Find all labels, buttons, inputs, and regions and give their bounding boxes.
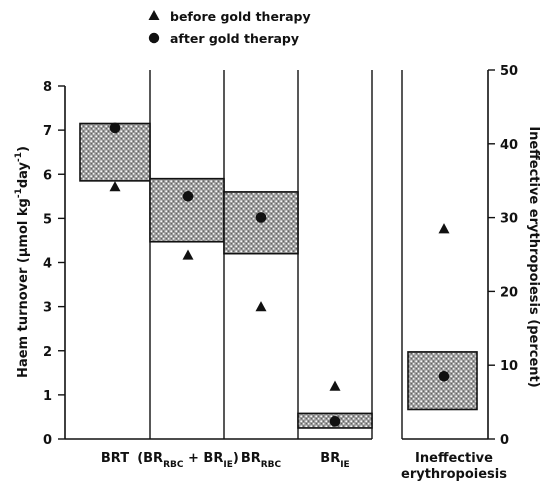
before-therapy-marker: [255, 301, 267, 312]
range-box-2: [149, 177, 225, 243]
right-axis-ticks: 0 10 20 30 40 50: [488, 64, 518, 448]
after-therapy-marker: [329, 416, 341, 427]
right-tick-label: 40: [500, 138, 518, 153]
category-label: BRIE: [320, 451, 349, 470]
right-axis-title: Ineffective erythropoiesis (percent): [526, 126, 541, 387]
category-label: BRRBC: [241, 451, 282, 470]
right-panel: [401, 70, 489, 440]
legend: before gold therapy after gold therapy: [148, 9, 311, 46]
left-tick-label: 0: [43, 433, 52, 448]
legend-after-label: after gold therapy: [170, 31, 299, 46]
right-tick-label: 20: [500, 285, 518, 300]
category-labels: BRT (BRRBC + BRIE) BRRBC BRIE Ineffectiveery…: [101, 451, 507, 482]
category-label: Ineffective: [415, 451, 493, 466]
before-therapy-marker: [438, 223, 450, 234]
range-boxes: [79, 122, 478, 429]
right-tick-label: 0: [500, 433, 509, 448]
after-therapy-marker: [182, 191, 194, 202]
legend-circle-marker: [148, 32, 160, 44]
left-tick-label: 5: [43, 212, 52, 227]
after-therapy-marker: [109, 122, 121, 134]
legend-before-label: before gold therapy: [170, 9, 311, 24]
legend-triangle-marker: [148, 10, 160, 20]
left-tick-label: 6: [43, 168, 52, 183]
right-tick-label: 30: [500, 212, 518, 227]
left-axis-ticks: 0 1 2 3 4 5 6 7 8: [43, 80, 65, 448]
after-therapy-marker: [438, 370, 450, 382]
right-tick-label: 10: [500, 359, 518, 374]
left-tick-label: 2: [43, 345, 52, 360]
right-tick-label: 50: [500, 64, 518, 79]
left-tick-label: 1: [43, 389, 52, 404]
left-tick-label: 7: [43, 124, 52, 139]
left-tick-label: 3: [43, 301, 52, 316]
after-therapy-marker: [255, 212, 267, 223]
category-label: erythropoiesis: [401, 467, 507, 482]
category-label: (BRRBC + BRIE): [137, 451, 239, 470]
left-tick-label: 8: [43, 80, 52, 95]
before-therapy-marker: [109, 181, 121, 192]
category-label: BRT: [101, 451, 129, 466]
left-tick-label: 4: [43, 257, 52, 272]
before-therapy-marker: [329, 380, 341, 391]
data-markers: [109, 122, 450, 427]
before-therapy-marker: [182, 249, 194, 260]
left-axis-title: Haem turnover (μmol kg-1day-1): [14, 146, 31, 378]
